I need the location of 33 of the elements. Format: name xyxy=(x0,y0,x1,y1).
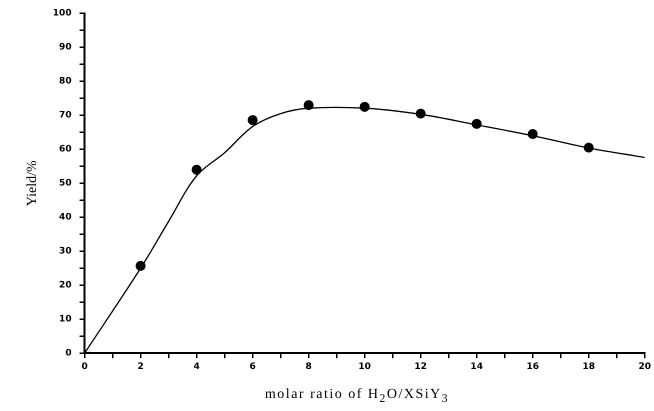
y-tick-label: 60 xyxy=(59,144,72,155)
x-tick-label: 12 xyxy=(414,362,427,372)
y-tick-label: 70 xyxy=(59,110,72,121)
y-axis-title: Yield/% xyxy=(25,160,40,206)
y-tick-label: 30 xyxy=(59,246,72,257)
x-tick-label: 18 xyxy=(582,362,595,372)
point xyxy=(248,115,258,126)
x-axis-title: molar ratio of H$_{2}$O/XSiY$_{3}$ xyxy=(264,387,450,405)
point xyxy=(416,108,426,119)
point xyxy=(472,118,482,129)
y-tick-label: 20 xyxy=(59,280,72,291)
x-tick-label: 20 xyxy=(638,362,652,372)
y-tick-label: 100 xyxy=(52,8,72,19)
y-tick-label: 90 xyxy=(59,42,72,53)
point xyxy=(360,102,370,112)
y-tick-label: 50 xyxy=(59,178,72,189)
point xyxy=(584,142,594,153)
y-tick-label: 0 xyxy=(65,348,72,359)
x-tick-label: 2 xyxy=(137,362,144,372)
x-tick-label: 4 xyxy=(193,362,200,372)
y-tick-label: 10 xyxy=(59,314,72,325)
point xyxy=(304,100,314,110)
x-tick-label: 8 xyxy=(306,362,312,372)
point xyxy=(136,260,146,271)
point xyxy=(192,164,202,175)
x-tick-label: 10 xyxy=(358,362,371,372)
x-tick-label: 16 xyxy=(526,362,539,372)
y-tick-label: 80 xyxy=(59,76,72,87)
x-tick-label: 0 xyxy=(81,362,88,372)
point xyxy=(528,129,538,140)
x-tick-label: 14 xyxy=(470,362,483,372)
y-tick-label: 40 xyxy=(59,212,72,223)
x-tick-label: 6 xyxy=(250,362,256,372)
